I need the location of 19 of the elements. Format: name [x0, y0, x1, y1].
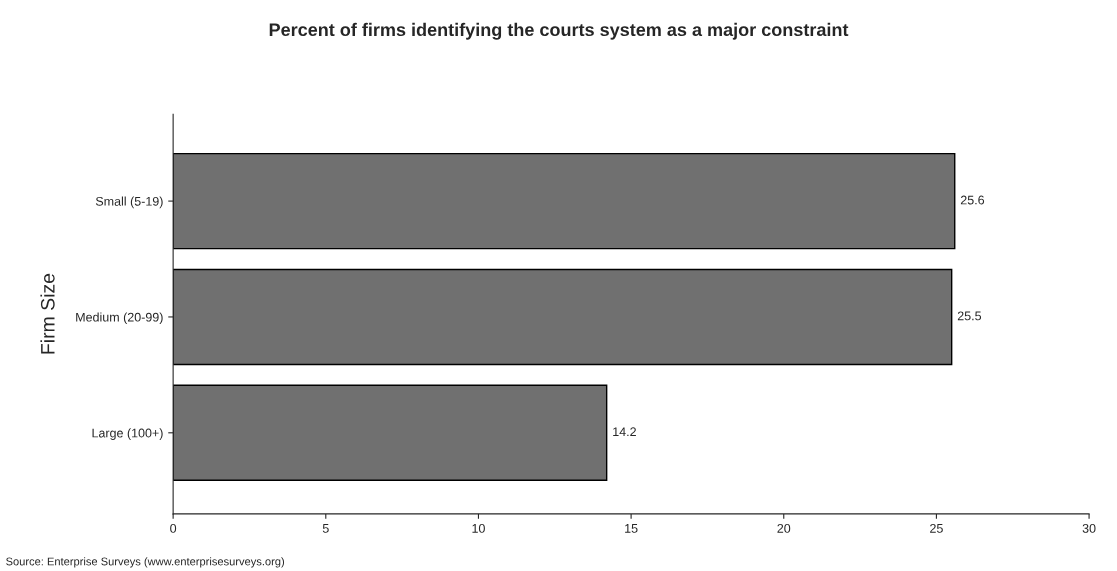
x-tick-label: 10 — [472, 523, 485, 533]
x-tick-label: 25 — [930, 523, 943, 533]
bar — [173, 268, 953, 366]
source-note: Source: Enterprise Surveys (www.enterprisesurveys.org) — [6, 557, 285, 568]
y-axis-title: Firm Size — [40, 273, 55, 354]
data-label: 25.5 — [957, 311, 982, 321]
bar — [173, 152, 956, 250]
x-tick-label: 30 — [1082, 523, 1096, 533]
x-tick-label: 15 — [625, 524, 638, 533]
data-label: 25.6 — [960, 195, 985, 205]
chart-title: Percent of firms identifying the courts system as a major constraint — [269, 22, 849, 40]
y-tick-label: Large (100+) — [92, 428, 163, 440]
y-tick-label: Small (5-19) — [95, 196, 163, 209]
data-label: 14.2 — [613, 427, 636, 437]
x-tick-label: 5 — [322, 524, 329, 533]
x-tick-label: 20 — [777, 523, 791, 533]
y-tick-label: Medium (20-99) — [76, 312, 163, 325]
bar — [173, 384, 608, 481]
x-tick-label: 0 — [170, 523, 177, 533]
